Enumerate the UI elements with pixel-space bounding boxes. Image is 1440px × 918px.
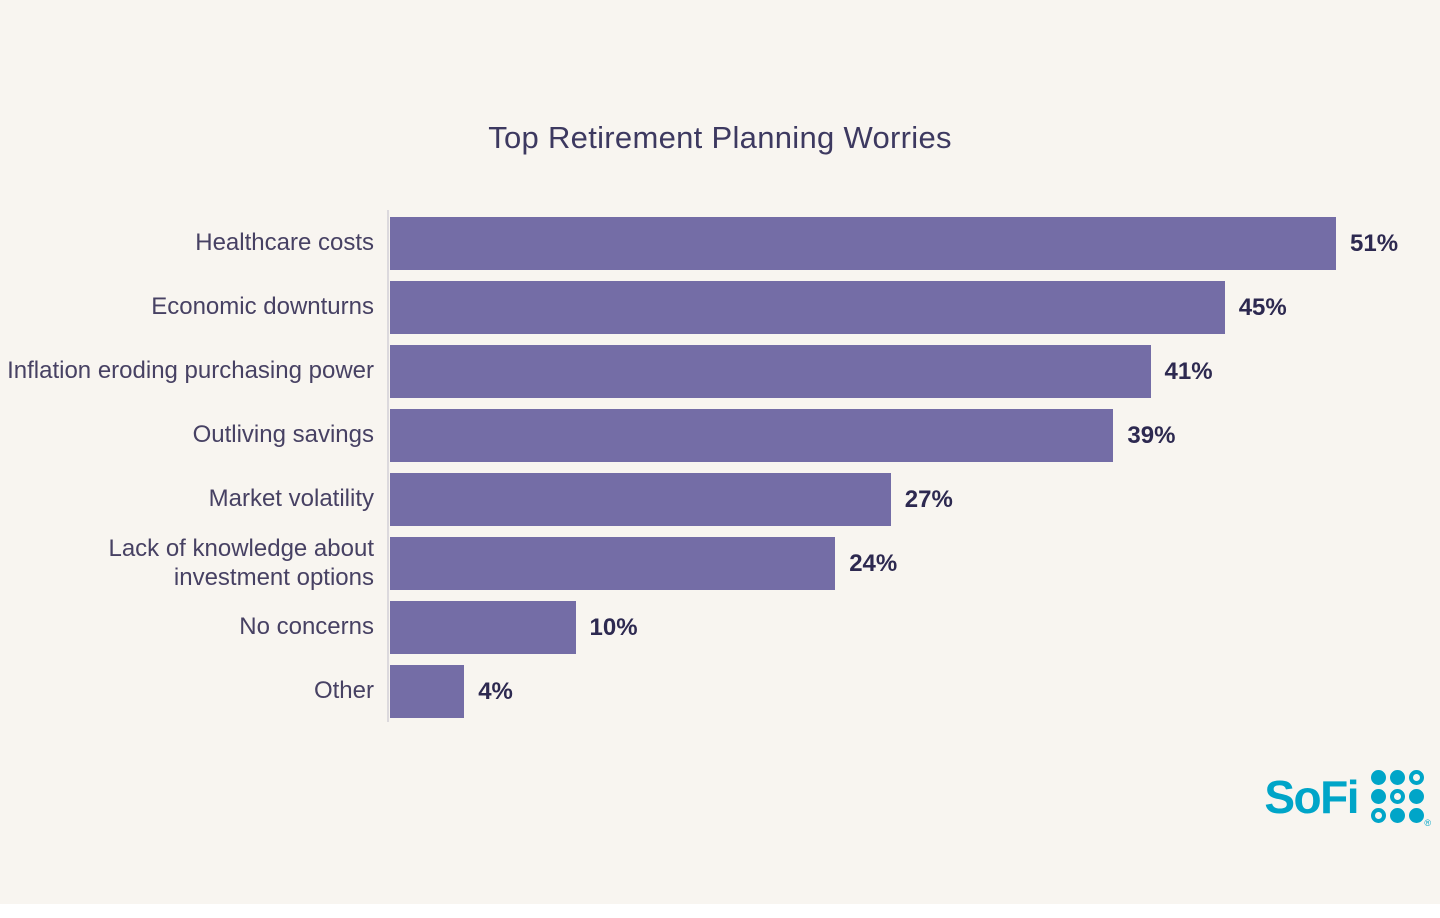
bar-row: Outliving savings 39% — [0, 409, 1440, 462]
ring-dot-icon — [1409, 770, 1424, 785]
bar-rows: Healthcare costs 51% Economic downturns 45%… — [0, 217, 1440, 729]
bar — [390, 665, 465, 718]
y-axis-line — [387, 210, 389, 722]
category-label: Healthcare costs — [195, 229, 374, 257]
bar-row: Healthcare costs 51% — [0, 217, 1440, 270]
registered-trademark: ® — [1424, 818, 1431, 828]
sofi-logo-text: SoFi — [1264, 770, 1359, 823]
bar — [390, 409, 1114, 462]
category-label: Inflation eroding purchasing power — [7, 357, 374, 385]
category-label: Economic downturns — [151, 293, 374, 321]
bar-area: 4% — [390, 665, 1440, 718]
ring-dot-icon — [1371, 808, 1386, 823]
bar-area: 51% — [390, 217, 1440, 270]
value-label: 4% — [478, 677, 513, 705]
category-label: Outliving savings — [192, 421, 374, 449]
value-label: 51% — [1350, 229, 1399, 257]
value-label: 10% — [589, 613, 638, 641]
bar-row: No concerns 10% — [0, 601, 1440, 654]
value-label: 45% — [1238, 293, 1287, 321]
filled-dot-icon — [1371, 789, 1386, 804]
category-label: Lack of knowledge about investment optio… — [108, 535, 374, 591]
bar-area: 39% — [390, 409, 1440, 462]
filled-dot-icon — [1390, 770, 1405, 785]
category-label: No concerns — [239, 613, 374, 641]
value-label: 41% — [1164, 357, 1213, 385]
sofi-logo-dots-icon: ® — [1371, 770, 1431, 828]
filled-dot-icon — [1409, 789, 1424, 804]
filled-dot-icon — [1409, 808, 1424, 823]
bar-row: Inflation eroding purchasing power 41% — [0, 345, 1440, 398]
bar-row: Lack of knowledge about investment optio… — [0, 535, 1440, 591]
filled-dot-icon — [1390, 808, 1405, 823]
value-label: 39% — [1127, 421, 1176, 449]
bar — [390, 281, 1225, 334]
bar-row: Market volatility 27% — [0, 473, 1440, 526]
bar — [390, 217, 1336, 270]
bar-area: 27% — [390, 473, 1440, 526]
bar-area: 24% — [390, 537, 1440, 590]
bar — [390, 601, 576, 654]
value-label: 24% — [849, 549, 898, 577]
bar-area: 10% — [390, 601, 1440, 654]
bar-row: Economic downturns 45% — [0, 281, 1440, 334]
category-label: Other — [313, 677, 374, 705]
bar — [390, 537, 836, 590]
bar-area: 45% — [390, 281, 1440, 334]
bar-row: Other 4% — [0, 665, 1440, 718]
sofi-logo: SoFi ® — [1264, 770, 1431, 828]
bar — [390, 473, 891, 526]
ring-dot-icon — [1390, 789, 1405, 804]
chart-title: Top Retirement Planning Worries — [488, 120, 952, 155]
bar — [390, 345, 1151, 398]
category-label: Market volatility — [208, 485, 374, 513]
bottom-strip — [0, 904, 1440, 918]
filled-dot-icon — [1371, 770, 1386, 785]
value-label: 27% — [904, 485, 953, 513]
bar-area: 41% — [390, 345, 1440, 398]
